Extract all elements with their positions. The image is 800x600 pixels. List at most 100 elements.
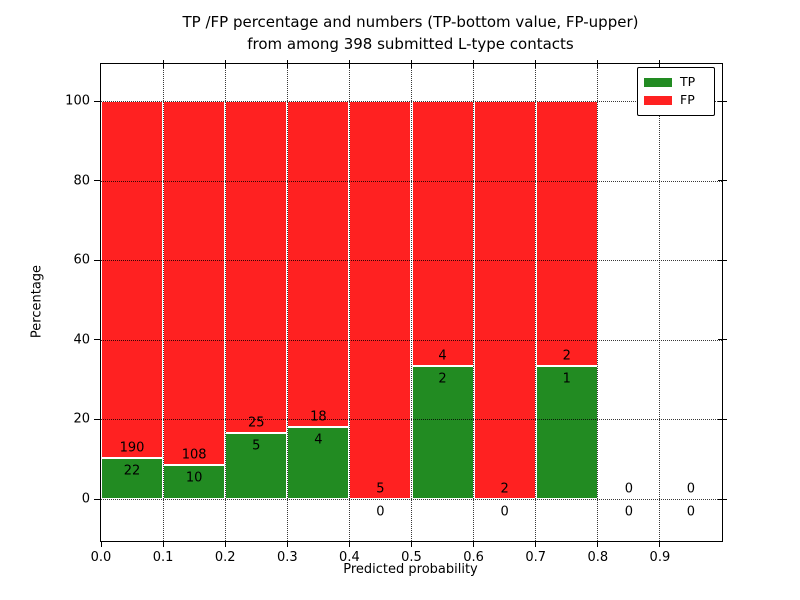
x-tick — [535, 542, 537, 547]
x-gridline — [286, 64, 288, 541]
x-gridline — [535, 64, 537, 541]
x-gridline — [659, 64, 661, 541]
x-tick-label: 0.9 — [649, 550, 671, 565]
bar-tp-segment — [101, 457, 164, 499]
bar-tp-segment — [163, 465, 226, 499]
x-gridline — [473, 64, 475, 541]
bar-fp-count-label: 0 — [686, 481, 696, 497]
y-gridline — [101, 339, 722, 341]
x-tick — [473, 542, 475, 547]
x-tick-top — [162, 60, 164, 68]
x-tick-label: 0.7 — [525, 550, 547, 565]
bar-fp-count-label: 0 — [624, 481, 633, 497]
x-tick-label: 0.3 — [276, 550, 298, 565]
x-tick-top — [224, 60, 226, 68]
x-tick-top — [597, 60, 599, 68]
y-gridline — [101, 499, 722, 500]
bar-fp-count-label: 2 — [562, 348, 571, 364]
bar-fp-segment — [225, 101, 288, 433]
y-tick — [94, 339, 100, 341]
x-gridline — [224, 64, 226, 541]
plot-area: TP FP 190 22 108 10 25 5 18 4 5 0 4 2 2 0 2 1 0 0 0 0 0.0 0.1 0… — [65, 60, 727, 565]
x-tick-label: 0.8 — [587, 550, 609, 565]
bar-tp-count-label: 10 — [185, 470, 203, 486]
y-gridline — [101, 419, 722, 421]
y-tick — [94, 180, 100, 182]
y-tick-right — [718, 180, 727, 182]
bar-tp-segment — [225, 432, 288, 499]
x-tick — [348, 542, 350, 547]
x-tick-label: 0.6 — [463, 550, 484, 565]
y-tick-right — [718, 100, 727, 102]
bar-fp-segment — [411, 101, 474, 367]
legend-item: FP — [644, 93, 708, 107]
bar-fp-segment — [163, 101, 226, 466]
x-tick-label: 0.2 — [214, 550, 236, 565]
bar-fp-segment — [287, 101, 350, 427]
bar-tp-segment — [287, 426, 350, 499]
bar-fp-segment — [535, 101, 598, 367]
legend-swatch-icon — [644, 77, 672, 87]
bar-tp-segment — [535, 366, 598, 499]
y-gridline — [101, 180, 722, 182]
bar-fp-count-label: 108 — [181, 447, 207, 463]
bar-fp-count-label: 4 — [438, 348, 447, 364]
y-tick — [94, 418, 100, 420]
legend: TP FP — [637, 67, 715, 116]
y-tick-right — [718, 259, 727, 261]
bar-fp-segment — [101, 101, 164, 458]
y-gridline — [101, 101, 722, 102]
x-gridline — [597, 64, 599, 541]
bar-tp-count-label: 0 — [624, 504, 633, 520]
x-tick-top — [411, 60, 412, 68]
x-tick — [224, 542, 226, 547]
y-tick-right — [718, 498, 727, 500]
bar-tp-count-label: 0 — [376, 504, 385, 520]
x-tick-top — [348, 60, 350, 68]
x-tick — [659, 542, 661, 547]
y-tick — [94, 259, 100, 261]
y-tick-label: 40 — [73, 332, 90, 348]
x-gridline — [348, 64, 350, 541]
x-tick — [597, 542, 599, 547]
x-tick-label: 0.5 — [401, 550, 422, 565]
legend-label: FP — [680, 92, 695, 107]
bar-fp-count-label: 18 — [310, 409, 327, 425]
x-tick-top — [535, 60, 537, 68]
bar-tp-count-label: 22 — [123, 463, 141, 479]
bar-tp-count-label: 0 — [500, 504, 509, 520]
x-tick-top — [473, 60, 475, 68]
legend-swatch-icon — [644, 95, 672, 105]
x-tick — [286, 542, 288, 547]
y-tick-label: 20 — [73, 411, 90, 427]
bar-fp-count-label: 25 — [247, 415, 265, 431]
chart-title-line2: from among 398 submitted L-type contacts — [247, 35, 574, 53]
y-tick — [94, 498, 100, 500]
y-tick-label: 80 — [73, 173, 90, 189]
y-tick-label: 60 — [73, 252, 90, 268]
x-gridline — [162, 64, 164, 541]
bar-fp-count-label: 5 — [376, 481, 385, 497]
x-tick-top — [286, 60, 288, 68]
x-axis-label: Predicted probability — [343, 562, 478, 577]
y-tick-label: 100 — [65, 93, 90, 109]
x-gridline — [411, 64, 412, 541]
chart-title-line1: TP /FP percentage and numbers (TP-bottom… — [182, 13, 639, 31]
bar-fp-count-label: 2 — [500, 481, 509, 497]
bar-fp-segment — [349, 101, 412, 499]
bar-tp-count-label: 5 — [252, 438, 261, 454]
y-tick — [94, 100, 100, 102]
bar-tp-count-label: 2 — [438, 371, 447, 387]
x-tick — [100, 542, 102, 547]
x-tick — [411, 542, 412, 547]
y-axis-label: Percentage — [29, 264, 45, 339]
y-tick-right — [718, 339, 727, 341]
legend-item: TP — [644, 75, 708, 89]
x-tick — [162, 542, 164, 547]
y-gridline — [101, 260, 722, 262]
legend-label: TP — [680, 74, 696, 89]
chart-title: TP /FP percentage and numbers (TP-bottom… — [100, 11, 721, 55]
bar-fp-segment — [473, 101, 536, 499]
x-tick-top — [659, 60, 661, 68]
